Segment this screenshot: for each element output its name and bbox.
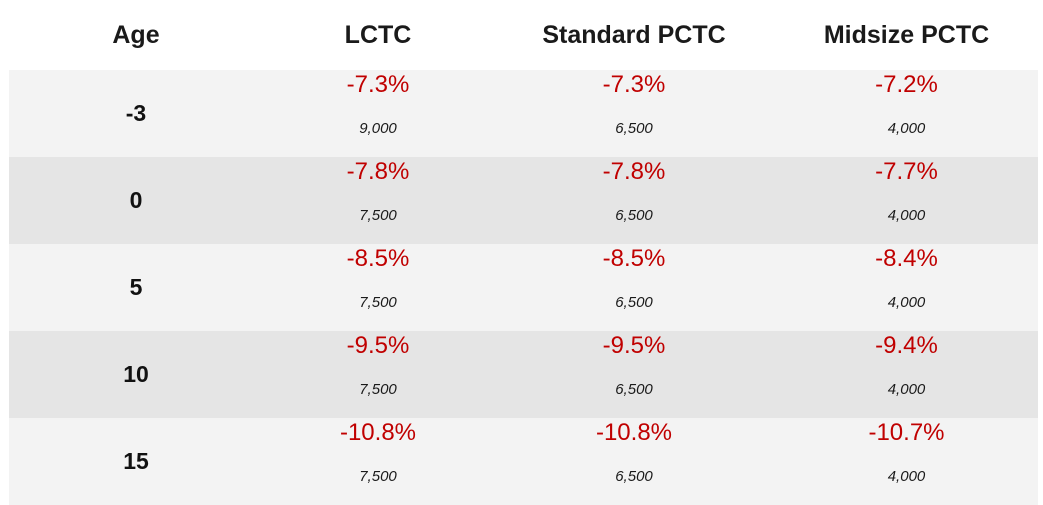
standard-pctc-cell: -8.5% 6,500 — [493, 244, 775, 331]
table-row: 5 -8.5% 7,500 -8.5% 6,500 -8.4% 4,000 — [9, 244, 1038, 331]
percent-change: -8.5% — [346, 245, 410, 272]
age-cell: -3 — [125, 100, 147, 126]
standard-pctc-cell: -7.3% 6,500 — [493, 70, 775, 157]
midsize-pctc-cell: -7.7% 4,000 — [775, 157, 1038, 244]
count-value: 7,500 — [359, 294, 397, 311]
midsize-pctc-cell: -8.4% 4,000 — [775, 244, 1038, 331]
midsize-pctc-cell: -10.7% 4,000 — [775, 418, 1038, 505]
count-value: 4,000 — [887, 120, 926, 137]
age-cell: 10 — [123, 361, 149, 387]
age-cell: 0 — [129, 187, 143, 213]
percent-change: -8.5% — [602, 245, 666, 272]
count-value: 6,500 — [615, 207, 653, 224]
standard-pctc-cell: -10.8% 6,500 — [493, 418, 775, 505]
midsize-pctc-cell: -7.2% 4,000 — [775, 70, 1038, 157]
percent-change: -7.2% — [875, 71, 938, 98]
percent-change: -10.8% — [339, 419, 417, 446]
count-value: 6,500 — [615, 468, 653, 485]
standard-pctc-cell: -7.8% 6,500 — [493, 157, 775, 244]
midsize-pctc-cell: -9.4% 4,000 — [775, 331, 1038, 418]
table-row: 10 -9.5% 7,500 -9.5% 6,500 -9.4% 4,000 — [9, 331, 1038, 418]
age-cell: 15 — [123, 448, 149, 474]
count-value: 6,500 — [615, 120, 653, 137]
standard-pctc-cell: -9.5% 6,500 — [493, 331, 775, 418]
percent-change: -8.4% — [875, 245, 938, 272]
table-header: Age LCTC Standard PCTC Midsize PCTC — [0, 0, 1043, 70]
count-value: 4,000 — [887, 468, 926, 485]
percent-change: -10.7% — [868, 419, 945, 446]
count-value: 4,000 — [887, 207, 926, 224]
header-standard-pctc: Standard PCTC — [542, 20, 726, 49]
lctc-cell: -7.8% 7,500 — [263, 157, 493, 244]
header-lctc: LCTC — [344, 20, 412, 49]
percent-change: -7.7% — [875, 158, 938, 185]
lctc-cell: -9.5% 7,500 — [263, 331, 493, 418]
percent-change: -9.5% — [602, 332, 666, 359]
lctc-cell: -8.5% 7,500 — [263, 244, 493, 331]
count-value: 6,500 — [615, 294, 653, 311]
count-value: 7,500 — [359, 468, 397, 485]
table-row: -3 -7.3% 9,000 -7.3% 6,500 -7.2% 4,000 — [9, 70, 1038, 157]
header-age: Age — [112, 20, 160, 49]
table-row: 15 -10.8% 7,500 -10.8% 6,500 -10.7% 4,00… — [9, 418, 1038, 505]
count-value: 7,500 — [359, 381, 397, 398]
percent-change: -7.3% — [602, 71, 666, 98]
percent-change: -9.5% — [346, 332, 410, 359]
count-value: 4,000 — [887, 294, 926, 311]
percent-change: -7.8% — [602, 158, 666, 185]
count-value: 7,500 — [359, 207, 397, 224]
age-cell: 5 — [129, 274, 143, 300]
count-value: 6,500 — [615, 381, 653, 398]
table-row: 0 -7.8% 7,500 -7.8% 6,500 -7.7% 4,000 — [9, 157, 1038, 244]
lctc-cell: -10.8% 7,500 — [263, 418, 493, 505]
percent-change: -7.8% — [346, 158, 410, 185]
header-midsize-pctc: Midsize PCTC — [823, 20, 990, 49]
lctc-cell: -7.3% 9,000 — [263, 70, 493, 157]
percent-change: -7.3% — [346, 71, 410, 98]
percent-change: -9.4% — [875, 332, 938, 359]
count-value: 4,000 — [887, 381, 926, 398]
count-value: 9,000 — [359, 120, 397, 137]
percent-change: -10.8% — [595, 419, 673, 446]
